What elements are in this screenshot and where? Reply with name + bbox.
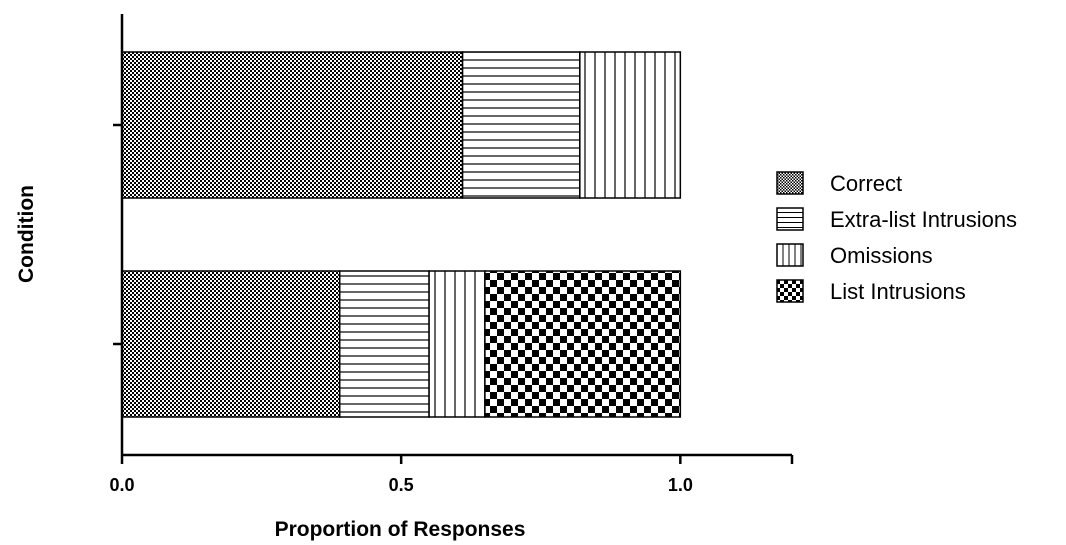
legend-label: Extra-list Intrusions (830, 207, 1017, 232)
bar-segment-checkerboard-row-2 (484, 270, 682, 418)
legend-swatch-dots (776, 171, 804, 195)
bars-layer (121, 51, 682, 418)
bar-segment-dots-row-1 (121, 51, 464, 199)
bar-segment-vertical-lines-row-2 (428, 270, 486, 418)
bar-segment-vertical-lines-row-1 (579, 51, 682, 199)
bar-segment-horizontal-lines-row-2 (339, 270, 430, 418)
x-axis-title: Proportion of Responses (275, 518, 526, 541)
legend-swatch-checkerboard (776, 279, 804, 303)
legend-label: Correct (830, 171, 902, 196)
y-ticks-layer (113, 123, 122, 346)
x-tick-label: 0.0 (109, 475, 134, 495)
legend: Correct Extra-list Intrusions Omissions Lis… (776, 171, 1017, 304)
x-tick-label: 1.0 (668, 475, 693, 495)
legend-label: Omissions (830, 243, 933, 268)
bar-segment-horizontal-lines-row-1 (461, 51, 581, 199)
y-axis-title: Condition (15, 185, 38, 283)
bar-segment-dots-row-2 (121, 270, 341, 418)
legend-label: List Intrusions (830, 279, 966, 304)
legend-swatch-vertical-lines (776, 243, 804, 267)
x-tick-label: 0.5 (389, 475, 414, 495)
legend-swatch-horizontal-lines (776, 207, 804, 231)
x-ticks-layer: 0.0 0.5 1.0 (109, 455, 794, 495)
